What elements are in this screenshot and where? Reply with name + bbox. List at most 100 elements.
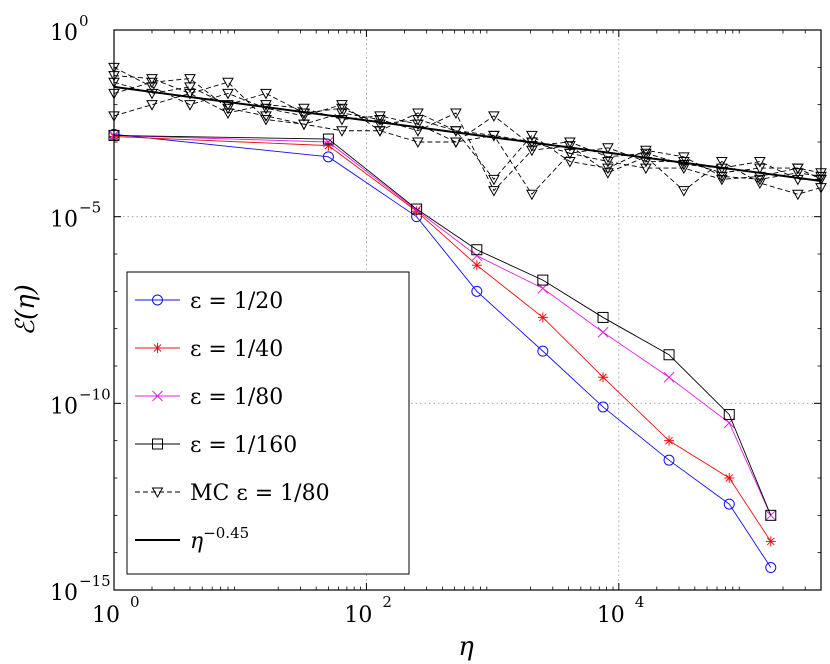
- marker-stroke: [665, 436, 673, 445]
- mc-point: [184, 88, 196, 100]
- data-point: [411, 203, 423, 215]
- data-point: [322, 151, 334, 163]
- mc-point: [260, 100, 272, 111]
- mc-point: [488, 111, 500, 122]
- data-point: [663, 454, 675, 466]
- legend-item-3: ε = 1/160: [135, 433, 297, 458]
- legend: ε = 1/20 ε = 1/40 ε = 1/80 ε = 1/160 MC ε = …: [126, 271, 410, 575]
- x-tick-label: 10: [597, 603, 625, 628]
- mc-point: [716, 174, 728, 186]
- legend-marker: [152, 390, 163, 402]
- mc-point: [488, 186, 500, 197]
- x-tick-label-exponent: 2: [382, 593, 392, 611]
- marker-stroke: [725, 474, 734, 482]
- legend-item-5: η−0.45: [135, 524, 249, 554]
- series-layer: [108, 62, 827, 574]
- mc-point: [146, 74, 158, 85]
- mc-point: [791, 174, 804, 186]
- marker-stroke: [472, 261, 481, 270]
- data-point: [723, 498, 735, 510]
- legend-item-4: MC ε = 1/80: [135, 481, 330, 506]
- data-point: [471, 244, 483, 256]
- series-1: [109, 131, 776, 547]
- x-tick-label-exponent: 0: [130, 593, 140, 611]
- series-5: [113, 85, 822, 182]
- mc-point: [753, 163, 766, 175]
- series-line: [113, 134, 772, 516]
- legend-box: [126, 271, 410, 575]
- marker-stroke: [471, 250, 483, 262]
- mc-point: [791, 163, 804, 175]
- mc-point: [716, 171, 728, 183]
- data-point: [537, 345, 549, 357]
- data-point: [765, 509, 777, 521]
- legend-label: ε = 1/80: [190, 385, 283, 410]
- marker-stroke: [663, 371, 675, 383]
- mc-point: [374, 111, 386, 122]
- mc-point: [526, 145, 538, 157]
- legend-label-text: ε = 1/20: [190, 289, 283, 314]
- y-tick-label-exponent: −10: [79, 385, 111, 403]
- mc-point: [678, 159, 690, 171]
- legend-marker: [152, 294, 163, 306]
- mc-point: [222, 77, 234, 89]
- mc-point: [678, 163, 690, 175]
- mc-run-line: [113, 81, 822, 195]
- mc-point: [146, 88, 158, 100]
- data-point: [723, 409, 735, 421]
- mc-point: [602, 143, 614, 154]
- data-point: [597, 311, 609, 323]
- mc-point: [602, 157, 614, 168]
- legend-label: ε = 1/20: [190, 289, 283, 314]
- y-tick-label-exponent: −5: [79, 199, 101, 217]
- mc-run-line: [113, 75, 821, 180]
- data-point: [765, 562, 777, 574]
- mc-point: [222, 108, 234, 119]
- mc-point: [488, 174, 500, 186]
- legend-item-1: ε = 1/40: [135, 337, 283, 362]
- legend-label: MC ε = 1/80: [190, 481, 330, 506]
- data-point: [471, 260, 482, 271]
- y-tick-label-exponent: 0: [79, 12, 89, 30]
- marker-stroke: [597, 326, 609, 338]
- fit-line: [113, 85, 822, 182]
- mc-point: [753, 178, 766, 189]
- marker-stroke: [766, 537, 775, 546]
- marker-stroke: [323, 136, 334, 148]
- data-point: [322, 133, 334, 145]
- mc-point: [222, 88, 234, 100]
- mc-point: [526, 130, 538, 142]
- y-tick-label: 10: [50, 208, 78, 233]
- marker-stroke: [152, 390, 163, 402]
- marker-stroke: [412, 207, 421, 216]
- mc-point: [336, 100, 348, 111]
- mc-point: [640, 145, 652, 157]
- mc-point: [716, 157, 728, 168]
- mc-point: [374, 126, 386, 137]
- legend-item-2: ε = 1/80: [135, 385, 283, 410]
- data-point: [664, 435, 675, 446]
- series-4: [108, 62, 827, 201]
- mc-point: [412, 108, 424, 119]
- y-tick-label: 10: [50, 394, 78, 419]
- mc-point: [488, 130, 500, 142]
- mc-point: [753, 157, 766, 168]
- mc-run-line: [113, 66, 822, 181]
- mc-point: [336, 126, 348, 137]
- mc-point: [526, 189, 538, 201]
- legend-marker: [152, 343, 163, 353]
- legend-label-text: ε = 1/160: [190, 433, 297, 458]
- series-line: [113, 133, 772, 568]
- mc-point: [374, 115, 386, 126]
- x-axis-label: η: [458, 632, 474, 662]
- mc-point: [678, 186, 690, 197]
- data-point: [537, 312, 548, 323]
- legend-label-superscript: −0.45: [203, 524, 249, 542]
- data-point: [597, 326, 609, 338]
- marker-stroke: [599, 373, 607, 382]
- mc-point: [260, 111, 272, 122]
- mc-point: [336, 108, 348, 119]
- mc-point: [450, 137, 462, 149]
- mc-point: [374, 126, 386, 137]
